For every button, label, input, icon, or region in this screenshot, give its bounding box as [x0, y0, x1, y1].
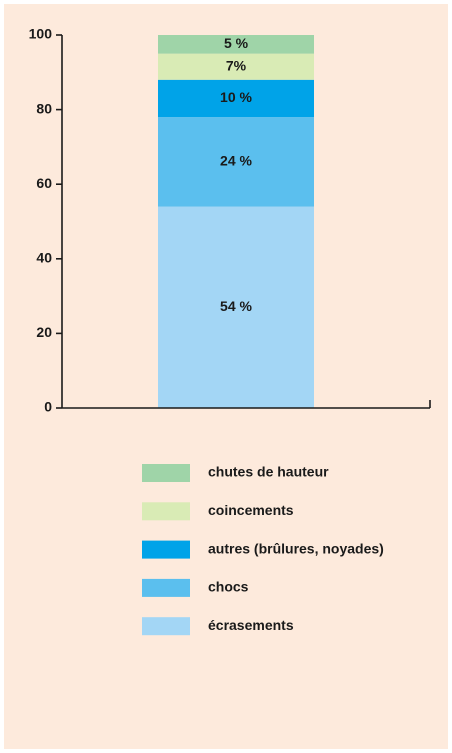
data-label: 54 %: [220, 298, 252, 314]
legend-label: chutes de hauteur: [208, 464, 329, 480]
legend-swatch: [142, 464, 190, 482]
data-label: 5 %: [224, 35, 249, 51]
data-label: 7%: [226, 57, 247, 73]
data-label: 10 %: [220, 89, 252, 105]
bar-segment: [158, 206, 314, 408]
legend-swatch: [142, 540, 190, 559]
y-tick-label: 40: [36, 250, 52, 266]
legend-label: coincements: [208, 502, 294, 518]
y-tick-label: 20: [36, 324, 52, 340]
legend-label: écrasements: [208, 617, 294, 633]
bar-segment: [158, 117, 314, 207]
data-label: 24 %: [220, 153, 252, 169]
bar-segment: [158, 35, 314, 54]
legend-label: autres (brûlures, noyades): [208, 540, 384, 556]
y-tick-label: 60: [36, 175, 52, 191]
bar-segment: [158, 79, 314, 118]
y-tick-label: 80: [36, 100, 52, 116]
legend-swatch: [142, 617, 190, 636]
y-tick-label: 0: [44, 399, 52, 415]
y-tick-label: 100: [29, 26, 53, 42]
legend-swatch: [142, 502, 190, 521]
bar-segment: [158, 53, 314, 80]
legend-label: chocs: [208, 579, 249, 595]
legend-swatch: [142, 578, 190, 597]
